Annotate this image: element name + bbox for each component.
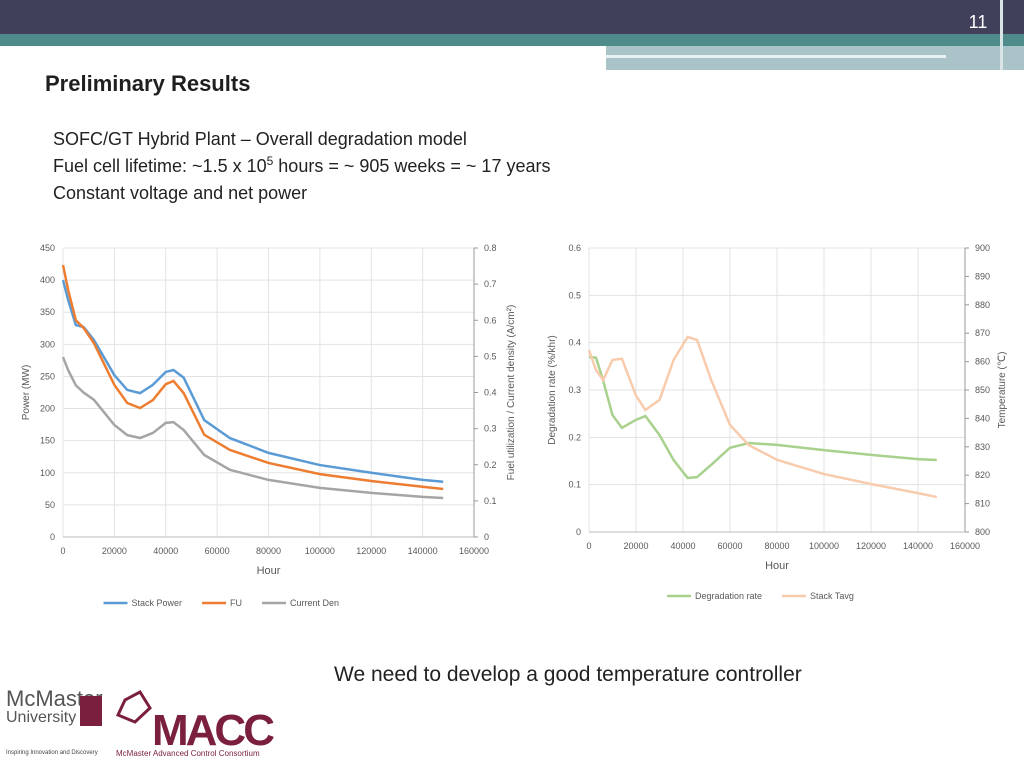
x-axis-title: Hour	[257, 565, 281, 577]
superscript: 5	[267, 154, 274, 168]
legend-label: Degradation rate	[695, 591, 762, 601]
y-tick-label: 0.3	[568, 385, 581, 395]
y2-tick-label: 0.3	[484, 424, 497, 434]
y-tick-label: 0.5	[568, 290, 581, 300]
y2-tick-label: 840	[975, 413, 990, 423]
header-accent	[606, 55, 946, 58]
y-tick-label: 50	[45, 500, 55, 510]
slide-title: Preliminary Results	[45, 71, 250, 96]
y-tick-label: 0.2	[568, 432, 581, 442]
header-stripe	[0, 34, 1024, 46]
y-tick-label: 0.4	[568, 338, 581, 348]
y2-tick-label: 0	[484, 532, 489, 542]
logo-crest	[80, 696, 102, 726]
y2-tick-label: 890	[975, 271, 990, 281]
x-tick-label: 0	[586, 541, 591, 551]
x-tick-label: 80000	[256, 546, 281, 556]
x-tick-label: 40000	[670, 541, 695, 551]
y2-tick-label: 870	[975, 328, 990, 338]
y2-tick-label: 0.2	[484, 460, 497, 470]
y-tick-label: 0	[576, 527, 581, 537]
y2-tick-label: 0.5	[484, 351, 497, 361]
x-tick-label: 100000	[809, 541, 839, 551]
logo-text: University	[6, 709, 76, 726]
y-tick-label: 0.6	[568, 243, 581, 253]
x-tick-label: 160000	[459, 546, 489, 556]
y2-tick-label: 860	[975, 357, 990, 367]
y-tick-label: 400	[40, 275, 55, 285]
legend-label: Stack Tavg	[810, 591, 854, 601]
bullet: Fuel cell lifetime: ~1.5 x 105 hours = ~…	[53, 154, 550, 176]
y2-axis-title: Temperature (℃)	[997, 352, 1008, 429]
series-line	[61, 356, 444, 500]
legend-label: Stack Power	[132, 598, 183, 608]
y2-tick-label: 800	[975, 527, 990, 537]
x-tick-label: 60000	[205, 546, 230, 556]
bullet: SOFC/GT Hybrid Plant – Overall degradati…	[53, 129, 467, 149]
logo-text: Inspiring Innovation and Discovery	[6, 750, 98, 756]
legend-label: FU	[230, 598, 242, 608]
y-tick-label: 150	[40, 436, 55, 446]
x-tick-label: 160000	[950, 541, 980, 551]
x-tick-label: 40000	[153, 546, 178, 556]
logo-text: McMaster Advanced Control Consortium	[116, 749, 260, 758]
y2-tick-label: 830	[975, 442, 990, 452]
y2-tick-label: 850	[975, 385, 990, 395]
y-tick-label: 200	[40, 404, 55, 414]
x-tick-label: 0	[60, 546, 65, 556]
y2-tick-label: 880	[975, 300, 990, 310]
y2-tick-label: 0.4	[484, 388, 497, 398]
y2-tick-label: 0.6	[484, 315, 497, 325]
conclusion: We need to develop a good temperature co…	[334, 663, 802, 686]
bullet-text: Fuel cell lifetime: ~1.5 x 10	[53, 156, 267, 176]
y-tick-label: 0.1	[568, 480, 581, 490]
header-accent	[1000, 0, 1003, 70]
x-tick-label: 120000	[856, 541, 886, 551]
logo-mark	[115, 690, 152, 724]
bullet: Constant voltage and net power	[53, 183, 307, 203]
y-tick-label: 350	[40, 307, 55, 317]
x-tick-label: 80000	[764, 541, 789, 551]
x-tick-label: 20000	[623, 541, 648, 551]
x-tick-label: 20000	[102, 546, 127, 556]
y-tick-label: 250	[40, 371, 55, 381]
y-tick-label: 450	[40, 243, 55, 253]
y2-tick-label: 0.8	[484, 243, 497, 253]
bullet-text: hours = ~ 905 weeks = ~ 17 years	[273, 156, 550, 176]
y-tick-label: 100	[40, 468, 55, 478]
y2-tick-label: 0.1	[484, 496, 497, 506]
logo-text: MACC	[152, 706, 274, 755]
page-number: 11	[969, 12, 988, 32]
y-tick-label: 0	[50, 532, 55, 542]
series-line	[61, 279, 444, 484]
y-axis-title: Power (MW)	[21, 365, 32, 421]
y2-tick-label: 900	[975, 243, 990, 253]
y-tick-label: 300	[40, 339, 55, 349]
header-band	[0, 0, 1024, 34]
x-tick-label: 60000	[717, 541, 742, 551]
y2-axis-title: Fuel utilization / Current density (A/cm…	[506, 305, 517, 481]
series-line	[587, 335, 938, 499]
legend-label: Current Den	[290, 598, 339, 608]
series-line	[61, 264, 444, 491]
x-tick-label: 100000	[305, 546, 335, 556]
x-axis-title: Hour	[765, 560, 789, 572]
y2-tick-label: 820	[975, 470, 990, 480]
x-tick-label: 140000	[408, 546, 438, 556]
x-tick-label: 140000	[903, 541, 933, 551]
y-axis-title: Degradation rate (%/khr)	[547, 335, 558, 445]
y2-tick-label: 810	[975, 499, 990, 509]
series-line	[588, 355, 937, 480]
y2-tick-label: 0.7	[484, 279, 497, 289]
x-tick-label: 120000	[356, 546, 386, 556]
